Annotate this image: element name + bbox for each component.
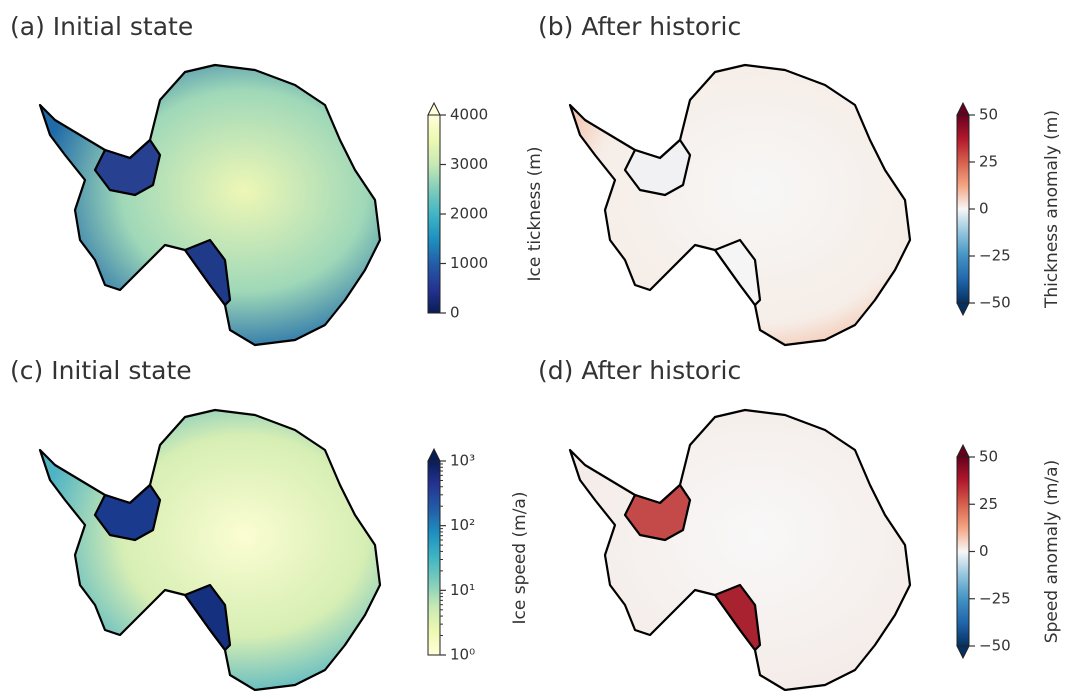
tick-label: −50	[979, 294, 1011, 312]
colorbar	[427, 460, 441, 656]
colorbar-extend	[956, 302, 970, 317]
tick-label: 50	[979, 448, 998, 466]
panel-title: (a) Initial state	[10, 12, 193, 41]
map-c	[38, 408, 382, 691]
tick-label: 10²	[450, 516, 475, 534]
map-b	[568, 63, 912, 347]
tick-label: 4000	[450, 106, 488, 124]
tick-label: 0	[450, 304, 460, 322]
tick-label: 0	[979, 542, 989, 560]
colorbar-label: Speed anomaly (m/a)	[1042, 460, 1062, 643]
tick-label: 1000	[450, 254, 488, 272]
tick-label: −25	[979, 247, 1011, 265]
tick-label: −25	[979, 589, 1011, 607]
tick-label: 10³	[450, 452, 475, 470]
colorbar-label: Ice speed (m/a)	[510, 492, 530, 625]
tick-label: 2000	[450, 205, 488, 223]
colorbar-extend	[956, 443, 970, 458]
panel-title: (c) Initial state	[10, 356, 192, 385]
tick-label: 10⁰	[450, 646, 475, 664]
tick-label: 50	[979, 106, 998, 124]
map-d	[568, 408, 912, 691]
colorbar-extend	[427, 101, 441, 116]
colorbar	[427, 114, 441, 314]
colorbar-label: Ice tickness (m)	[525, 147, 545, 282]
map-a	[38, 63, 382, 347]
colorbar-extend	[956, 645, 970, 660]
panel-title: (d) After historic	[538, 356, 741, 385]
colorbar-extend	[427, 447, 441, 462]
colorbar-extend	[956, 101, 970, 116]
tick-label: 25	[979, 495, 998, 513]
tick-label: −50	[979, 637, 1011, 655]
colorbar	[956, 114, 970, 304]
colorbar	[956, 456, 970, 647]
panel-title: (b) After historic	[538, 12, 741, 41]
tick-label: 0	[979, 200, 989, 218]
tick-label: 25	[979, 153, 998, 171]
tick-label: 3000	[450, 155, 488, 173]
tick-label: 10¹	[450, 581, 475, 599]
colorbar-label: Thickness anomaly (m)	[1042, 110, 1062, 309]
